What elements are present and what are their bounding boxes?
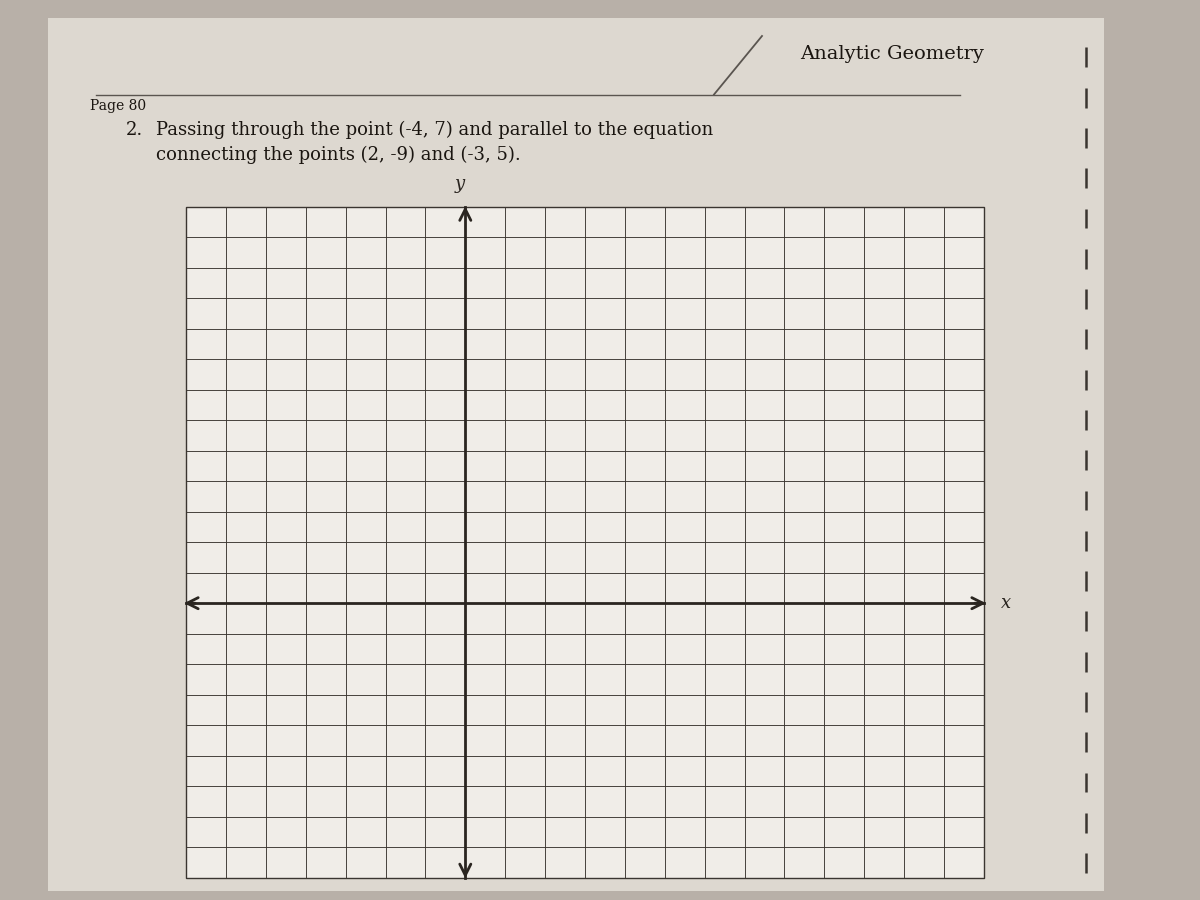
Text: 2.: 2. bbox=[126, 121, 143, 139]
Text: x: x bbox=[1001, 594, 1010, 612]
Text: Page 80: Page 80 bbox=[90, 99, 146, 113]
Text: Passing through the point (-4, 7) and parallel to the equation: Passing through the point (-4, 7) and pa… bbox=[156, 121, 713, 139]
FancyBboxPatch shape bbox=[186, 207, 984, 878]
Text: y: y bbox=[455, 175, 464, 193]
FancyBboxPatch shape bbox=[48, 18, 1104, 891]
Text: Analytic Geometry: Analytic Geometry bbox=[800, 45, 984, 63]
Text: connecting the points (2, -9) and (-3, 5).: connecting the points (2, -9) and (-3, 5… bbox=[156, 146, 521, 164]
